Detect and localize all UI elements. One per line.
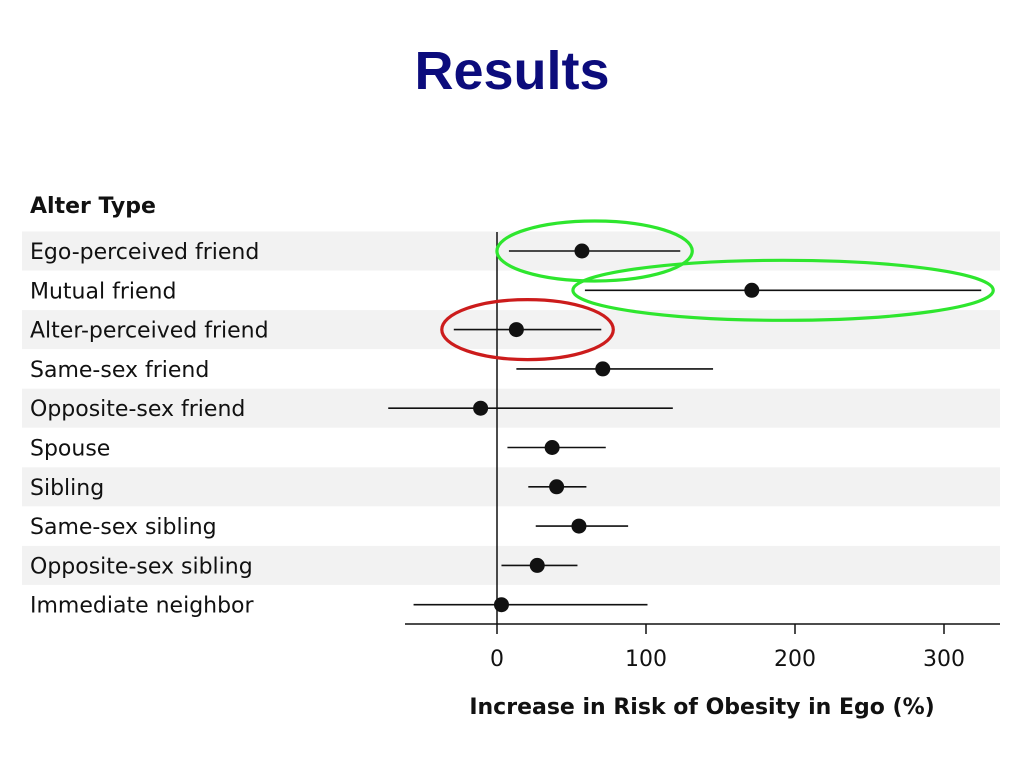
- row-label: Opposite-sex friend: [30, 397, 245, 422]
- green-highlight-ellipse: [495, 219, 694, 283]
- point-estimate: [493, 597, 509, 613]
- row-label: Mutual friend: [30, 279, 176, 304]
- point-estimate: [574, 243, 590, 259]
- row-label: Same-sex sibling: [30, 515, 217, 540]
- point-estimate: [529, 557, 545, 573]
- point-estimate: [571, 518, 587, 534]
- row-label: Ego-perceived friend: [30, 240, 259, 265]
- point-estimate: [544, 440, 560, 455]
- x-axis-label: Increase in Risk of Obesity in Ego (%): [469, 695, 934, 720]
- slide-title: Results: [414, 41, 610, 101]
- x-tick-label: 200: [774, 647, 816, 672]
- point-estimate: [508, 322, 524, 338]
- point-estimates: [473, 243, 760, 613]
- red-highlight-ellipse: [440, 298, 615, 362]
- x-tick-label: 0: [490, 647, 504, 672]
- highlight-ellipses: [440, 219, 995, 362]
- green-highlight-ellipse: [571, 258, 995, 322]
- row-band: [22, 467, 1000, 507]
- point-estimate: [744, 282, 760, 298]
- row-label: Alter-perceived friend: [30, 319, 269, 344]
- x-tick-label: 100: [625, 647, 667, 672]
- row-label: Immediate neighbor: [30, 594, 255, 619]
- row-labels: Ego-perceived friend Mutual friend Alter-p…: [30, 240, 269, 619]
- point-estimate: [595, 361, 611, 377]
- point-estimate: [473, 400, 489, 416]
- alter-type-header: Alter Type: [30, 194, 156, 219]
- x-axis-ticks: 0 100 200 300: [490, 624, 965, 672]
- row-label: Spouse: [30, 437, 110, 462]
- x-tick-label: 300: [923, 647, 965, 672]
- row-label: Sibling: [30, 476, 104, 501]
- row-label: Same-sex friend: [30, 358, 209, 383]
- point-estimate: [549, 479, 565, 495]
- row-label: Opposite-sex sibling: [30, 554, 253, 579]
